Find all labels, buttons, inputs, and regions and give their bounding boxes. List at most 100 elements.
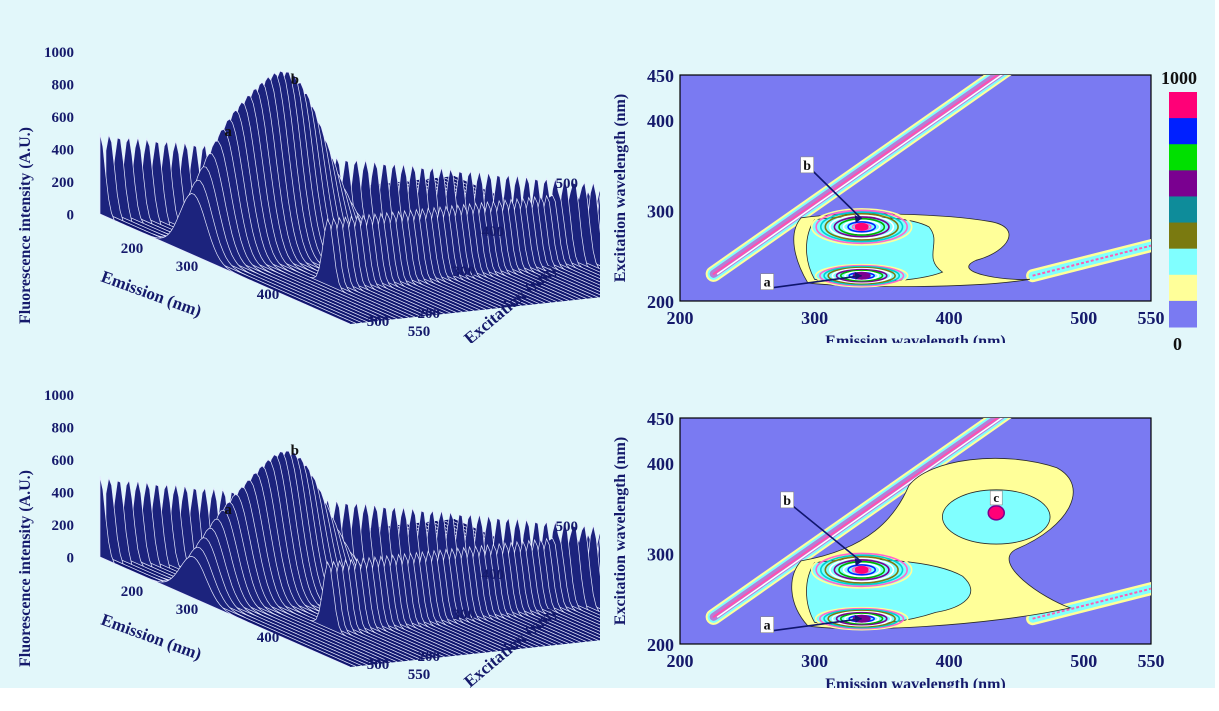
peak-arrowhead [854, 614, 862, 623]
peak-label-box [989, 490, 1003, 506]
x-tick-label: 400 [936, 308, 963, 328]
surface-slice [129, 480, 380, 665]
x-tick-label: 550 [1138, 651, 1165, 671]
contour-ring [815, 552, 908, 588]
surface-slice [99, 476, 351, 668]
x-tick-label: 200 [121, 241, 144, 257]
colorbar-swatch [1169, 196, 1197, 224]
z-tick-label: 200 [52, 518, 75, 534]
contour-ring [831, 610, 892, 627]
surface-plot-a: a b 1000 800 600 400 200 0 200 300 400 500 550 200 300… [0, 0, 600, 345]
y-tick-label: 200 [647, 292, 674, 312]
x-tick-label: 300 [801, 308, 828, 328]
surface-slice [123, 480, 374, 665]
peak-core [854, 565, 869, 574]
contour-ring [824, 212, 899, 241]
scatter-band [716, 418, 1003, 618]
peak-label-box [800, 156, 814, 174]
colorbar-swatch [1169, 170, 1197, 197]
contour-ring [831, 267, 892, 284]
peak-arrowhead [854, 214, 862, 223]
y-tick-label: 300 [647, 202, 674, 222]
x-tick-label: 550 [1138, 308, 1165, 328]
contour-ring [815, 209, 908, 245]
peak-arrowhead [854, 271, 862, 280]
colorbar-swatch [1169, 300, 1197, 328]
x-tick-label: 500 [1070, 651, 1097, 671]
peak-core [854, 222, 869, 231]
z-tick-label: 400 [52, 486, 75, 502]
x-tick-label: 400 [936, 651, 963, 671]
y-tick-label: 400 [482, 224, 505, 240]
colorbar-swatch [1169, 144, 1197, 171]
y-tick-label: 500 [556, 519, 579, 535]
surface-slice [123, 137, 374, 322]
z-tick-label: 0 [67, 551, 75, 567]
y-tick-label: 450 [647, 66, 674, 86]
z-tick-label: 200 [52, 175, 75, 191]
contour-ring [833, 559, 890, 581]
y-tick-label: 400 [482, 567, 505, 583]
x-tick-label: 400 [257, 630, 280, 646]
colorbar-swatch [1169, 274, 1197, 302]
contour-ring [823, 265, 901, 286]
x-tick-label: 550 [408, 324, 431, 340]
z-tick-label: 400 [52, 143, 75, 159]
peak-c-core [987, 505, 1005, 521]
surface-slice [111, 137, 362, 324]
contour-ring [835, 611, 888, 626]
colorbar-min-label: 0 [1173, 334, 1182, 352]
x-tick-label: 300 [176, 602, 199, 618]
peak-label-b: b [803, 159, 811, 174]
peak-label-a: a [224, 502, 232, 518]
contour-ring [827, 609, 896, 628]
peak-label-a: a [224, 124, 232, 140]
contour-ring [829, 557, 895, 583]
z-tick-label: 0 [67, 208, 75, 224]
surface-slice [105, 133, 357, 324]
scatter-band [712, 75, 1000, 275]
peak-label-box [760, 616, 774, 633]
contour-ring [824, 555, 899, 584]
contour-ring [829, 214, 895, 240]
surface-slice [111, 480, 362, 667]
surface-plot-b: a b 1000 800 600 400 200 0 200 300 400 500 550 200 300… [0, 343, 600, 688]
y-tick-label: 200 [418, 306, 441, 322]
y-axis-title: Excitation wavelength (nm) [612, 437, 629, 625]
peak-label-b: b [291, 72, 299, 88]
z-tick-label: 600 [52, 110, 75, 126]
peak-arrow [812, 170, 863, 220]
peak-label-a: a [764, 619, 771, 634]
x-tick-label: 300 [176, 259, 199, 275]
peak-label-box [780, 491, 794, 509]
y-tick-label: 200 [418, 649, 441, 665]
colorbar-swatch [1169, 92, 1197, 119]
contour-ring [814, 263, 909, 288]
contour-ring [833, 216, 890, 238]
contour-ring [819, 211, 904, 243]
peak-arrowhead [854, 557, 862, 566]
contour-ring [810, 551, 913, 589]
colorbar-max-label: 1000 [1161, 68, 1197, 88]
contour-ring [814, 606, 909, 631]
peak-label-b: b [783, 494, 791, 509]
contour-ring [827, 266, 896, 285]
colorbar-swatch [1169, 248, 1197, 276]
y-axis-title: Excitation wavelength (nm) [612, 94, 629, 282]
z-tick-label: 600 [52, 453, 75, 469]
surface-slice [99, 133, 351, 325]
contour-ring [842, 219, 881, 235]
contour-ring [847, 564, 877, 576]
z-tick-label: 1000 [44, 388, 74, 404]
x-tick-label: 200 [667, 308, 694, 328]
scatter-band [712, 418, 1000, 618]
x-tick-label: 550 [408, 667, 431, 683]
x-tick-label: 500 [367, 314, 390, 330]
x-axis-title: Emission wavelength (nm) [825, 676, 1005, 688]
colorbar: 1000 0 [1161, 68, 1197, 352]
z-tick-label: 1000 [44, 45, 74, 61]
y-tick-label: 400 [647, 454, 674, 474]
y-tick-label: 200 [647, 635, 674, 655]
x-tick-label: 300 [801, 651, 828, 671]
